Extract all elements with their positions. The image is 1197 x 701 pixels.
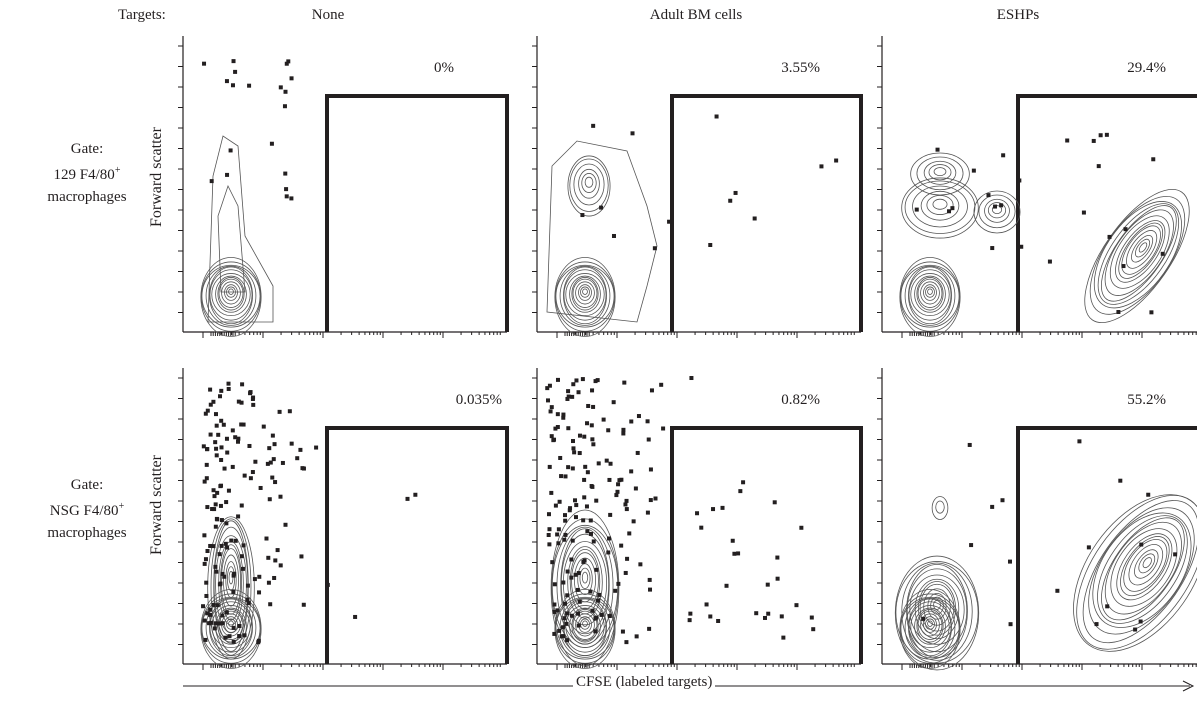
panel-r2c2 [532, 368, 863, 670]
x-axis-label: CFSE (labeled targets) [573, 674, 716, 691]
panel-r2c1 [178, 368, 509, 670]
panel-r1c3 [877, 36, 1197, 338]
gate-cell-type: macrophages [47, 189, 127, 205]
column-title-adult-bm: Adult BM cells [649, 7, 743, 23]
column-title-none: None [311, 7, 345, 23]
gate-cell-type: macrophages [47, 525, 127, 541]
panel-r2c3 [877, 368, 1197, 671]
panel-r1c1 [178, 36, 509, 338]
gate-percent-r1c3: 29.4% [1127, 60, 1166, 76]
row-label-129: Gate: 129 F4/80+ macrophages [12, 138, 162, 208]
gate-percent-r1c2: 3.55% [781, 60, 820, 76]
gate-word: Gate: [70, 477, 104, 493]
gate-percent-r1c1: 0% [434, 60, 454, 76]
gate-population: NSG F4/80+ [49, 501, 125, 519]
targets-label: Targets: [118, 7, 166, 23]
gate-population: 129 F4/80+ [53, 165, 121, 183]
gate-percent-r2c2: 0.82% [781, 392, 820, 408]
gate-percent-r2c1: 0.035% [455, 392, 502, 408]
gate-word: Gate: [70, 141, 104, 157]
gate-percent-r2c3: 55.2% [1127, 392, 1166, 408]
row-label-nsg: Gate: NSG F4/80+ macrophages [12, 474, 162, 544]
panel-r1c2 [532, 36, 863, 338]
column-title-eshps: ESHPs [996, 7, 1040, 23]
